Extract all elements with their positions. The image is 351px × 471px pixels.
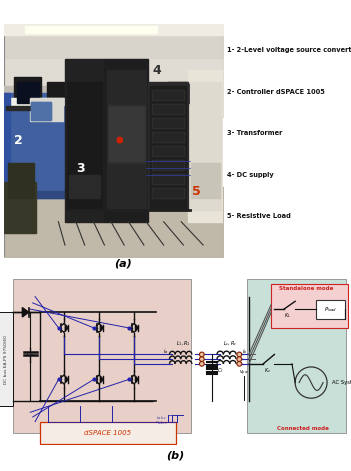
- Bar: [69, 175, 100, 198]
- Bar: [4, 93, 10, 187]
- Text: Connected mode: Connected mode: [277, 426, 329, 431]
- Bar: [153, 119, 183, 127]
- Bar: [4, 191, 69, 198]
- Text: $v_{a,b,c}$: $v_{a,b,c}$: [155, 420, 167, 427]
- Text: $C_f$: $C_f$: [217, 365, 224, 374]
- Text: $v_{pcc}$: $v_{pcc}$: [239, 369, 250, 378]
- Polygon shape: [135, 325, 138, 331]
- Bar: [152, 188, 185, 198]
- Bar: [105, 58, 148, 222]
- Text: dSPACE 1005: dSPACE 1005: [84, 430, 131, 436]
- Bar: [31, 102, 51, 120]
- Bar: [188, 70, 223, 222]
- Circle shape: [199, 357, 204, 361]
- Polygon shape: [135, 376, 138, 383]
- Polygon shape: [22, 308, 29, 317]
- Bar: [148, 82, 188, 210]
- Text: 4: 4: [153, 64, 161, 77]
- Bar: [153, 175, 183, 183]
- Bar: [247, 279, 346, 432]
- Text: (a): (a): [114, 259, 132, 269]
- Text: 2: 2: [14, 134, 23, 146]
- Text: $P_{load}$: $P_{load}$: [324, 305, 337, 314]
- Bar: [67, 82, 102, 210]
- Bar: [107, 70, 146, 210]
- Text: 3- Transformer: 3- Transformer: [227, 130, 283, 137]
- Text: AC System: AC System: [332, 380, 351, 385]
- Bar: [152, 160, 185, 171]
- Bar: [31, 102, 51, 120]
- Bar: [17, 82, 39, 103]
- Text: 4- DC supply: 4- DC supply: [227, 172, 274, 178]
- Bar: [191, 163, 220, 198]
- Bar: [6, 98, 67, 105]
- Bar: [65, 58, 105, 222]
- Circle shape: [199, 352, 204, 357]
- Text: $i_a$: $i_a$: [163, 347, 168, 356]
- Bar: [4, 98, 223, 117]
- Text: 2- Controller dSPACE 1005: 2- Controller dSPACE 1005: [227, 89, 325, 95]
- Bar: [152, 146, 185, 156]
- Bar: [152, 104, 185, 114]
- Bar: [152, 90, 185, 100]
- Text: $C_{dc}$: $C_{dc}$: [26, 350, 35, 359]
- Polygon shape: [100, 325, 103, 331]
- Bar: [153, 105, 183, 114]
- Bar: [152, 118, 185, 129]
- Bar: [4, 87, 223, 98]
- Bar: [108, 105, 145, 163]
- Text: $i_b$: $i_b$: [242, 347, 247, 356]
- Text: 5- Resistive Load: 5- Resistive Load: [227, 213, 291, 219]
- Bar: [153, 133, 183, 141]
- Text: 3: 3: [76, 162, 85, 175]
- Circle shape: [199, 361, 204, 366]
- Bar: [152, 132, 185, 142]
- Polygon shape: [65, 325, 68, 331]
- Bar: [8, 163, 34, 198]
- Text: Standalone mode: Standalone mode: [279, 285, 333, 291]
- Bar: [30, 98, 63, 122]
- Bar: [152, 174, 185, 185]
- Polygon shape: [65, 376, 68, 383]
- Text: DC bus EA-PS 9750/60: DC bus EA-PS 9750/60: [4, 335, 8, 383]
- Bar: [316, 300, 345, 318]
- Text: $L_1, R_1$: $L_1, R_1$: [176, 339, 191, 348]
- Bar: [40, 422, 176, 444]
- Bar: [153, 147, 183, 155]
- Polygon shape: [100, 376, 103, 383]
- Bar: [109, 107, 144, 161]
- Bar: [6, 106, 32, 110]
- Bar: [271, 284, 348, 328]
- Text: $i_{a,b,c}$: $i_{a,b,c}$: [155, 415, 167, 422]
- Bar: [153, 189, 183, 197]
- Bar: [4, 182, 37, 233]
- Text: 5: 5: [192, 185, 201, 198]
- Text: 1- 2-Level voltage source converter: 1- 2-Level voltage source converter: [227, 47, 351, 53]
- Bar: [151, 87, 186, 208]
- Bar: [4, 93, 69, 198]
- Circle shape: [117, 138, 122, 143]
- Bar: [153, 91, 183, 99]
- Bar: [4, 24, 223, 257]
- Bar: [153, 161, 183, 169]
- Bar: [47, 82, 65, 103]
- Circle shape: [237, 352, 242, 357]
- Text: $L_c, R_c$: $L_c, R_c$: [223, 339, 237, 348]
- Circle shape: [237, 357, 242, 361]
- Text: $K_L$: $K_L$: [284, 311, 291, 320]
- Circle shape: [237, 361, 242, 366]
- Text: (b): (b): [166, 451, 185, 461]
- Bar: [170, 84, 199, 103]
- Bar: [14, 77, 41, 105]
- Text: $K_v$: $K_v$: [264, 365, 272, 374]
- Bar: [168, 82, 201, 105]
- Bar: [0, 312, 13, 406]
- Bar: [190, 82, 221, 210]
- Bar: [13, 279, 191, 432]
